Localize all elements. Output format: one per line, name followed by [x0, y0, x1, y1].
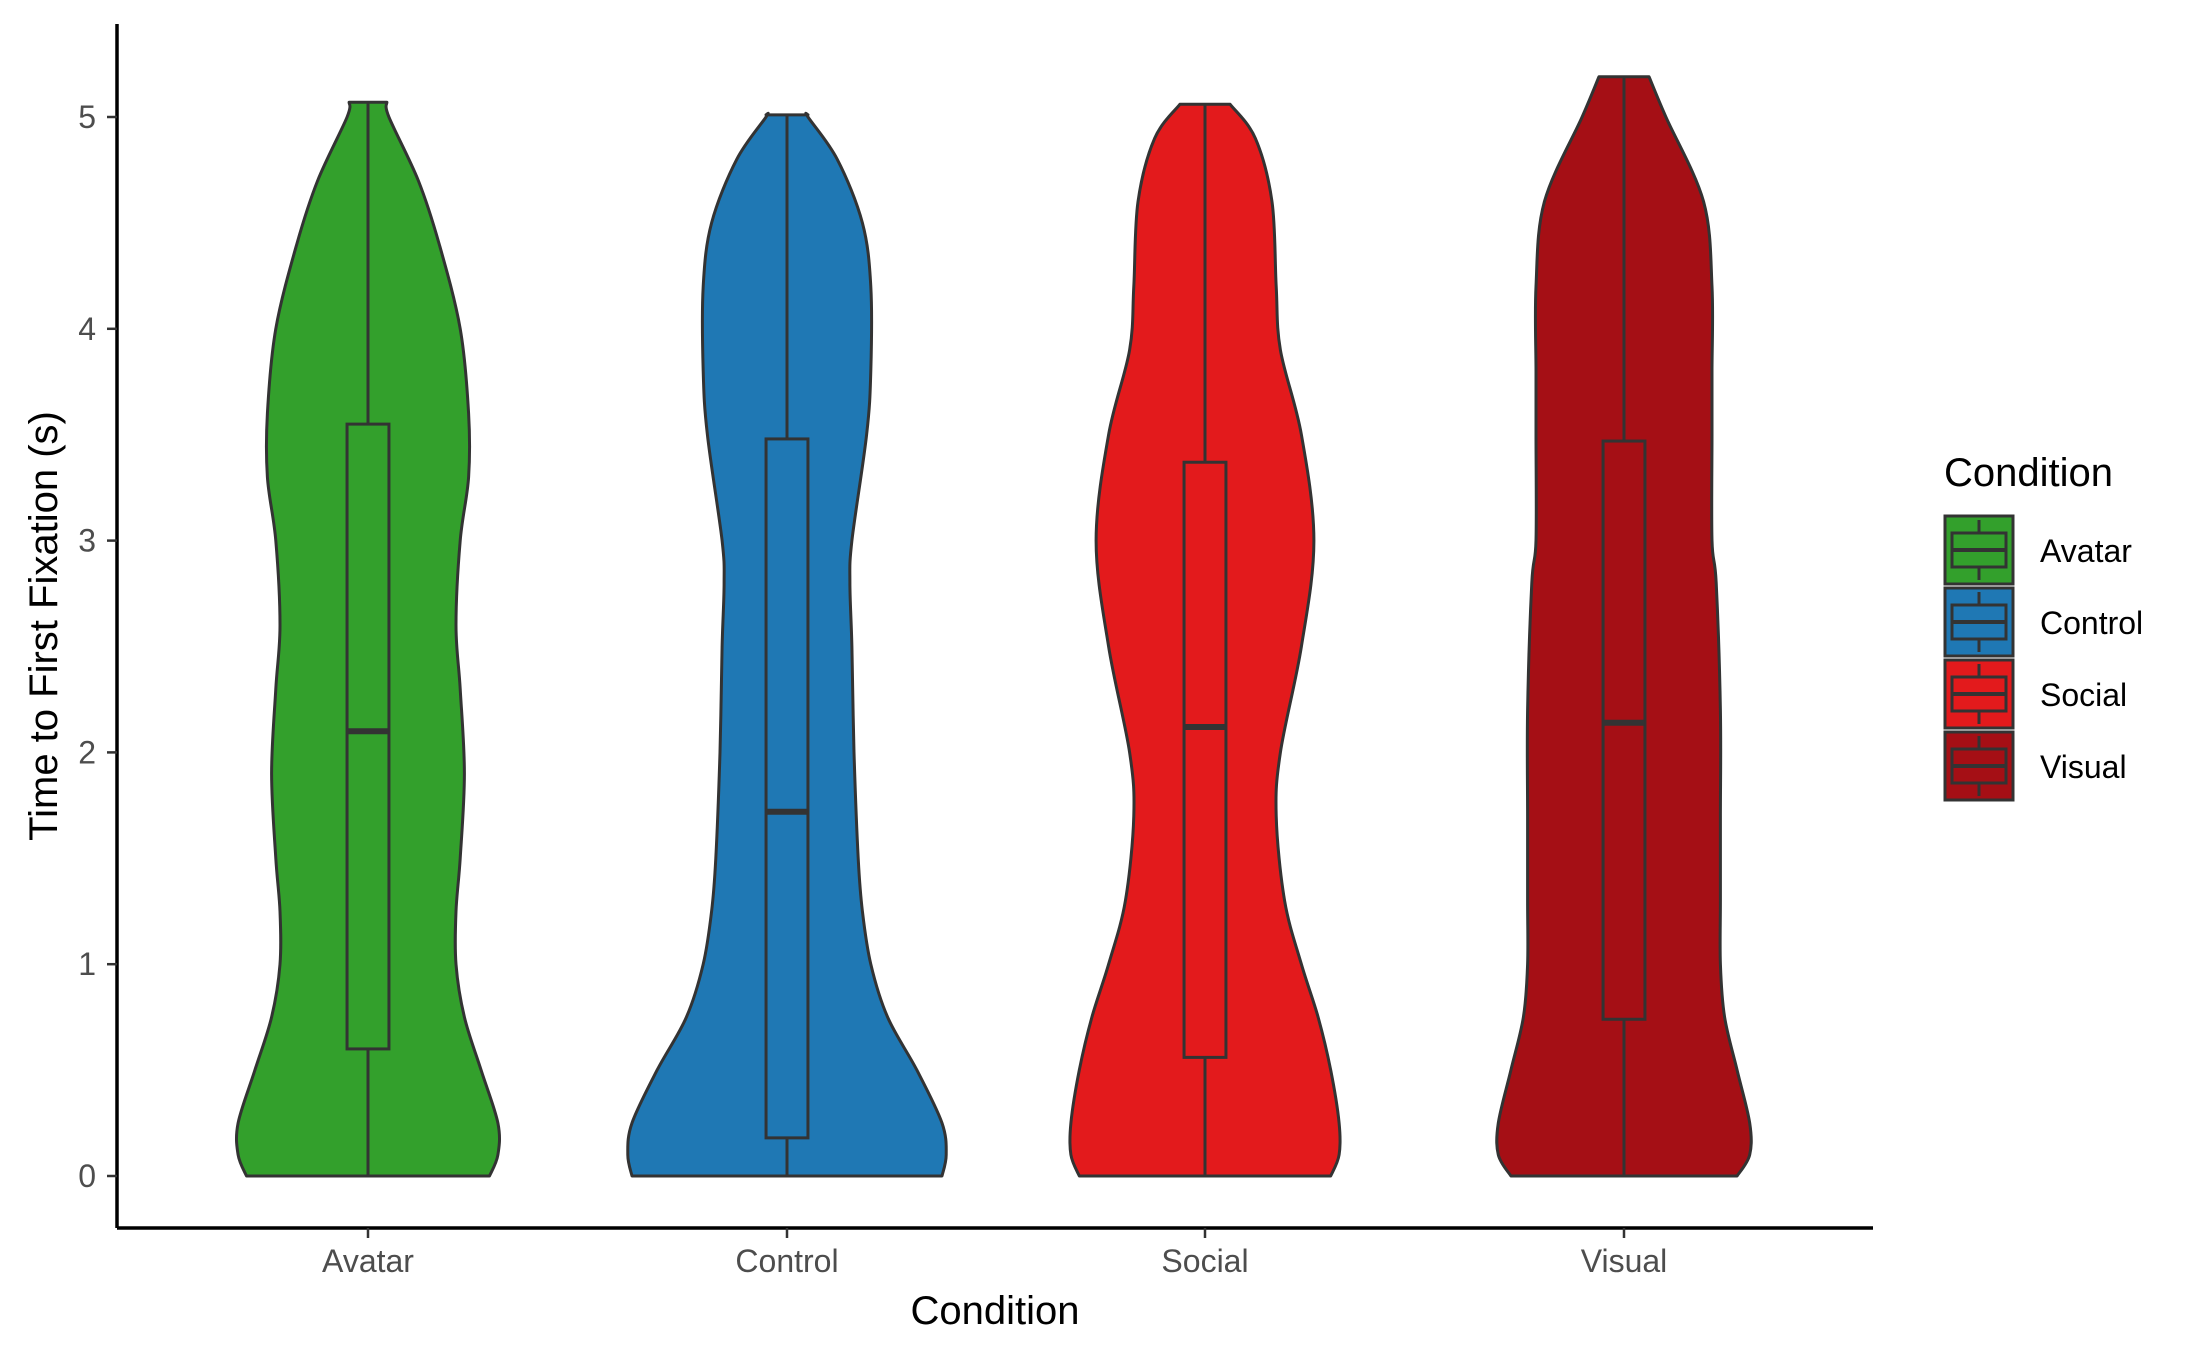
legend-item-social: Social	[1943, 658, 2127, 730]
y-tick-label-5: 5	[78, 99, 96, 135]
y-tick-label-0: 0	[78, 1158, 96, 1194]
y-tick-label-2: 2	[78, 734, 96, 770]
legend-title: Condition	[1944, 451, 2113, 495]
legend-label-avatar: Avatar	[2040, 533, 2132, 569]
axes: Condition Time to First Fixation (s) 0 1 2…	[22, 24, 1873, 1333]
x-tick-label-control: Control	[735, 1243, 838, 1279]
x-tick-label-social: Social	[1161, 1243, 1248, 1279]
box-visual	[1601, 439, 1647, 1021]
box-social	[1182, 460, 1228, 1059]
violin-group-social	[1068, 102, 1342, 1178]
legend-item-avatar: Avatar	[1943, 514, 2132, 586]
box-avatar	[345, 422, 391, 1051]
x-axis-title: Condition	[910, 1289, 1079, 1333]
y-tick-label-1: 1	[78, 946, 96, 982]
y-tick-label-4: 4	[78, 311, 96, 347]
legend-label-control: Control	[2040, 605, 2143, 641]
legend-item-visual: Visual	[1943, 730, 2127, 802]
y-axis-title: Time to First Fixation (s)	[22, 411, 66, 841]
x-tick-label-avatar: Avatar	[322, 1243, 414, 1279]
legend-label-social: Social	[2040, 677, 2127, 713]
violin-group-control	[626, 111, 948, 1178]
x-tick-label-visual: Visual	[1581, 1243, 1668, 1279]
box-control	[764, 437, 810, 1140]
legend-label-visual: Visual	[2040, 749, 2127, 785]
violin-group-visual	[1495, 75, 1753, 1178]
plot-area	[235, 75, 1753, 1178]
legend: Condition Avatar Control Social Visual	[1943, 451, 2143, 802]
y-tick-label-3: 3	[78, 523, 96, 559]
legend-item-control: Control	[1943, 586, 2143, 658]
violin-group-avatar	[235, 100, 501, 1178]
